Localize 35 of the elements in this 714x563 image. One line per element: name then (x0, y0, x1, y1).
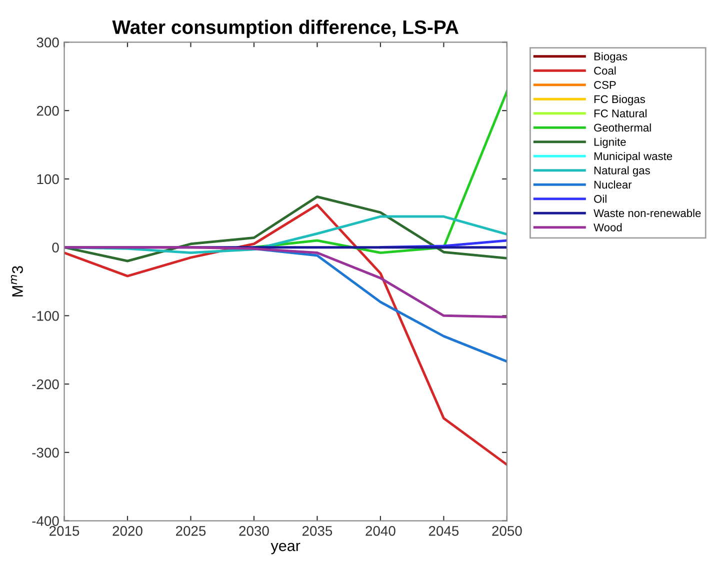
x-tick-label: 2050 (492, 526, 522, 536)
x-tick-label: 2045 (428, 526, 459, 536)
line-series (64, 204, 507, 466)
legend-label: Nuclear (594, 180, 632, 189)
legend-label: FC Natural (594, 109, 647, 118)
x-tick-label: 2025 (176, 526, 206, 536)
x-tick-label: 2035 (302, 526, 332, 536)
y-axis-title: M$^{m}$3 (10, 266, 23, 296)
y-tick-label: -300 (32, 448, 59, 458)
y-tick-label: 0 (52, 242, 59, 252)
legend-label: Wood (594, 223, 622, 232)
legend-label: Municipal waste (594, 152, 672, 162)
legend-label: Geothermal (594, 123, 651, 132)
line-series (64, 195, 507, 262)
y-tick-label: -200 (32, 379, 59, 390)
y-tick-label: 100 (37, 174, 59, 184)
legend-label: Oil (594, 194, 606, 203)
legend-label: Lignite (594, 138, 626, 148)
y-tick-label: -400 (32, 516, 59, 526)
legend-label: FC Biogas (594, 94, 646, 106)
legend-label: CSP (594, 81, 616, 89)
y-tick-label: -100 (32, 311, 59, 321)
chart-title: Water consumption difference, LS-PA (112, 20, 458, 38)
x-tick-label: 2040 (366, 526, 396, 536)
x-tick-label: 2015 (50, 526, 80, 536)
y-tick-label: 200 (36, 106, 59, 116)
x-tick-label: 2020 (112, 526, 142, 536)
line-series (64, 246, 507, 318)
x-tick-label: 2030 (239, 526, 269, 536)
legend-label: Biogas (594, 52, 628, 63)
legend-label: Natural gas (594, 166, 650, 177)
legend-label: Waste non-renewable (594, 208, 701, 218)
x-axis-title: year (270, 542, 300, 554)
legend-label: Coal (594, 66, 616, 75)
y-tick-label: 300 (36, 38, 59, 48)
